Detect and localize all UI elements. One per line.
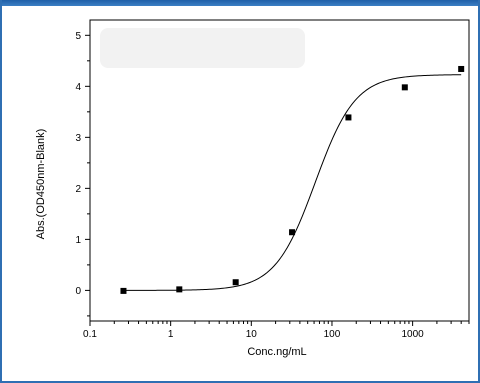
x-tick-label: 1000 [401, 329, 424, 340]
y-tick-label: 4 [75, 82, 81, 93]
plot-border [89, 19, 470, 322]
fit-curve [123, 74, 462, 291]
x-tick-label: 100 [324, 329, 341, 340]
y-tick-label: 0 [75, 286, 81, 297]
y-tick-label: 3 [75, 133, 81, 144]
x-tick-label: 0.1 [83, 329, 97, 340]
y-tick-label: 2 [75, 184, 81, 195]
data-point [176, 286, 183, 293]
data-point [289, 229, 296, 236]
plot-area: 0.1 1 10 100 1000 0 1 2 3 4 5 [75, 19, 470, 340]
x-tick-label: 1 [168, 329, 174, 340]
data-point [458, 65, 465, 72]
y-tick-label: 1 [75, 235, 81, 246]
y-axis-label: Abs.(OD450nm-Blank) [35, 129, 47, 240]
redacted-area [100, 28, 305, 68]
x-tick-label: 10 [246, 329, 258, 340]
data-point [120, 287, 127, 294]
data-point [345, 114, 352, 121]
data-point [401, 84, 408, 91]
y-tick-label: 5 [75, 31, 81, 42]
data-point [232, 279, 239, 286]
x-axis-label: Conc.ng/mL [247, 346, 306, 358]
